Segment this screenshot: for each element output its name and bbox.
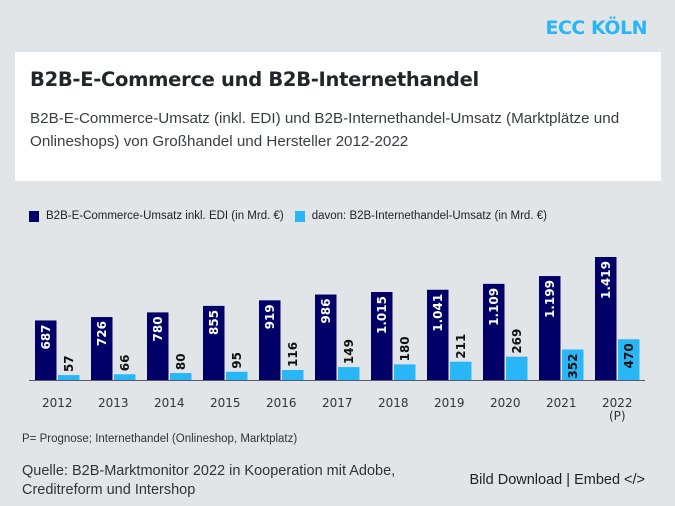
bar-ecommerce	[259, 300, 281, 380]
x-tick-label: 2017	[322, 396, 353, 410]
x-tick-label: 2019	[434, 396, 465, 410]
data-label-internethandel: 95	[230, 352, 244, 369]
bar-ecommerce	[91, 317, 113, 380]
data-label-internethandel: 269	[510, 329, 524, 354]
data-label-ecommerce: 1.419	[599, 261, 613, 299]
legend-item-ecommerce: B2B-E-Commerce-Umsatz inkl. EDI (in Mrd.…	[29, 210, 284, 222]
legend-swatch-ecommerce	[29, 210, 39, 222]
bar-ecommerce	[147, 312, 169, 380]
data-label-internethandel: 149	[342, 339, 356, 364]
bar-ecommerce	[427, 289, 449, 380]
bar-ecommerce	[371, 292, 393, 380]
footnote: P= Prognose; Internethandel (Onlineshop,…	[22, 433, 298, 445]
page-subtitle: B2B-E-Commerce-Umsatz (inkl. EDI) und B2…	[30, 110, 620, 150]
data-label-ecommerce: 1.041	[431, 294, 445, 332]
footer-links: Bild Download | Embed </>	[470, 472, 645, 488]
bar-ecommerce	[539, 276, 561, 380]
bar-ecommerce	[595, 257, 617, 380]
ecc-koeln-logo: ECC KÖLN	[545, 17, 647, 39]
data-label-internethandel: 66	[118, 355, 132, 372]
bar-ecommerce	[203, 305, 225, 380]
image-download-link[interactable]: Bild Download	[469, 472, 563, 488]
bar-ecommerce	[315, 294, 337, 380]
data-label-internethandel: 180	[398, 336, 412, 361]
bar-ecommerce	[35, 320, 57, 380]
chart-legend: B2B-E-Commerce-Umsatz inkl. EDI (in Mrd.…	[29, 210, 558, 222]
x-tick-label: 2013	[98, 396, 129, 410]
x-tick-label: 2014	[154, 396, 185, 410]
data-label-ecommerce: 1.015	[375, 296, 389, 334]
x-tick-label: 2020	[490, 396, 521, 410]
data-label-ecommerce: 687	[39, 324, 53, 349]
x-tick-label: 2021	[546, 396, 577, 410]
embed-link[interactable]: Embed </>	[574, 472, 645, 488]
header-card: B2B-E-Commerce und B2B-Internethandel B2…	[15, 52, 661, 181]
bar-internethandel	[226, 371, 248, 380]
legend-label-internethandel: davon: B2B-Internethandel-Umsatz (in Mrd…	[311, 210, 547, 222]
bar-internethandel	[562, 349, 584, 380]
data-label-internethandel: 116	[286, 342, 300, 367]
data-label-ecommerce: 855	[207, 310, 221, 335]
data-label-internethandel: 211	[454, 334, 468, 359]
bar-internethandel	[618, 339, 640, 380]
bar-internethandel	[338, 367, 360, 380]
bar-internethandel	[58, 375, 80, 380]
bar-internethandel	[282, 369, 304, 380]
bar-internethandel	[114, 374, 136, 380]
data-label-internethandel: 352	[566, 353, 580, 378]
data-label-ecommerce: 919	[263, 304, 277, 329]
data-label-ecommerce: 1.109	[487, 288, 501, 326]
legend-swatch-internethandel	[294, 210, 305, 222]
source-text: Quelle: B2B-Marktmonitor 2022 in Koopera…	[22, 463, 396, 498]
x-tick-label: 2012	[42, 396, 73, 410]
bar-ecommerce	[483, 283, 505, 380]
x-tick-label: (P)	[609, 409, 626, 423]
x-tick-label: 2018	[378, 396, 409, 410]
x-tick-label: 2022	[602, 396, 633, 410]
x-tick-label: 2016	[266, 396, 297, 410]
data-label-ecommerce: 986	[319, 299, 333, 324]
data-label-ecommerce: 726	[95, 321, 109, 346]
legend-item-internethandel: davon: B2B-Internethandel-Umsatz (in Mrd…	[294, 210, 547, 222]
bar-internethandel	[450, 361, 472, 380]
data-label-ecommerce: 780	[151, 316, 165, 341]
bar-internethandel	[506, 356, 528, 380]
page-title: B2B-E-Commerce und B2B-Internethandel	[30, 68, 479, 91]
data-label-ecommerce: 1.199	[543, 280, 557, 318]
bar-internethandel	[170, 373, 192, 380]
bar-internethandel	[394, 364, 416, 380]
data-label-internethandel: 470	[622, 343, 636, 368]
data-label-internethandel: 80	[174, 353, 188, 370]
data-label-internethandel: 57	[62, 355, 76, 372]
legend-label-ecommerce: B2B-E-Commerce-Umsatz inkl. EDI (in Mrd.…	[46, 210, 284, 222]
x-tick-label: 2015	[210, 396, 241, 410]
link-separator: |	[566, 472, 571, 488]
